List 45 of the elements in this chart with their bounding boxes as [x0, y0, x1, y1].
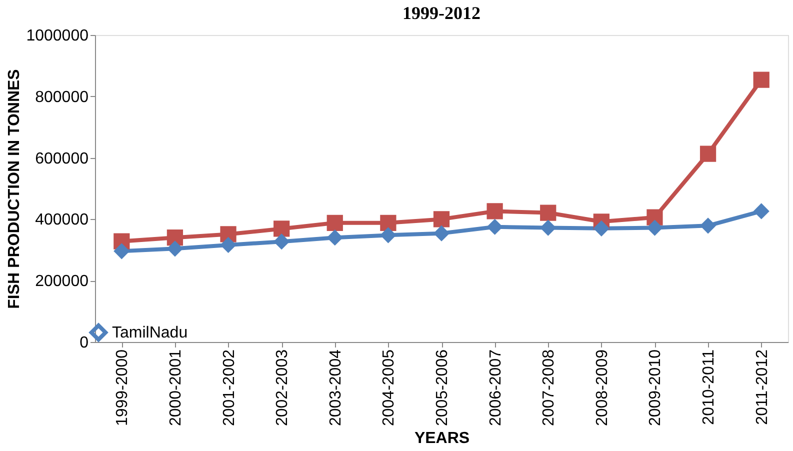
point [166, 230, 184, 246]
x-tick-label: 2009-2010 [647, 349, 664, 426]
y-tick-label: 400000 [35, 212, 89, 229]
y-tick-label: 200000 [35, 273, 89, 290]
point [486, 218, 503, 235]
y-axis-title: FISH PRODUCTION IN TONNES [6, 68, 24, 309]
x-tick-label: 2001-2002 [220, 349, 238, 426]
point [700, 146, 716, 162]
chart-title: 1999-2012 [402, 3, 480, 23]
point [326, 214, 343, 231]
point [380, 214, 396, 231]
x-tick-label: 2003-2004 [327, 349, 344, 426]
point [274, 220, 290, 237]
y-tick-label: 600000 [35, 150, 89, 168]
x-axis-title: YEARS [414, 430, 470, 448]
point [540, 220, 556, 236]
x-tick-label: 2011-2012 [754, 349, 771, 425]
point [166, 240, 184, 257]
point [380, 227, 396, 244]
y-tick-label: 0 [80, 334, 89, 352]
point [753, 203, 770, 220]
point [593, 220, 610, 236]
x-tick-label: 2002-2003 [274, 349, 292, 426]
x-tick-label: 2006-2007 [487, 349, 504, 426]
point [646, 220, 663, 236]
point [700, 218, 716, 234]
point [326, 230, 343, 246]
y-tick-label: 800000 [35, 88, 89, 106]
x-tick-label: 2000-2001 [167, 349, 184, 426]
y-tick-label: 1000000 [26, 28, 89, 44]
point [540, 204, 556, 221]
point [433, 211, 450, 228]
legend-label: TamilNadu [112, 324, 188, 342]
x-tick-label: 2004-2005 [380, 349, 398, 426]
point [753, 72, 770, 88]
point [433, 225, 450, 242]
x-tick-label: 2010-2011 [700, 349, 718, 425]
x-tick-label: 1999-2000 [114, 349, 132, 426]
x-tick-label: 2008-2009 [594, 349, 611, 426]
point [274, 234, 290, 250]
point [220, 236, 236, 254]
x-tick-label: 2007-2008 [540, 349, 558, 426]
point [114, 243, 130, 260]
point [486, 203, 503, 220]
x-tick-label: 2005-2006 [434, 349, 451, 426]
